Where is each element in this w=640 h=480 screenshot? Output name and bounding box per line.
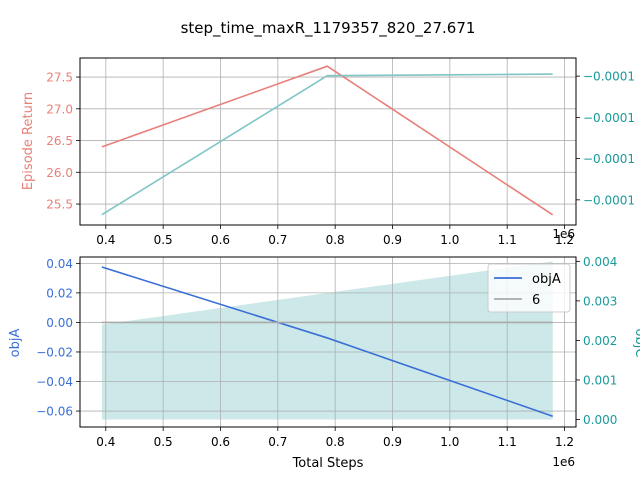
figure-title: step_time_maxR_1179357_820_27.671: [181, 19, 476, 38]
x-tick-label: 0.9: [383, 233, 402, 247]
x-tick-label: 0.4: [96, 233, 115, 247]
left-tick-label: 26.5: [46, 134, 73, 148]
bottom-series: [101, 266, 553, 417]
x-axis-label: Total Steps: [292, 456, 364, 471]
series-obja-line: [101, 266, 553, 417]
left-tick-label: 0.00: [46, 316, 73, 330]
right-tick-label: 0.002: [583, 334, 617, 348]
bottom-area: [101, 261, 553, 420]
left-tick-label: 26.0: [46, 166, 73, 180]
x-tick-label: 0.9: [383, 435, 402, 449]
right-tick-label: 0.000: [583, 413, 617, 427]
left-tick-label: −0.04: [36, 375, 73, 389]
left-tick-label: −0.06: [36, 405, 73, 419]
top-grid: [80, 58, 576, 225]
right-tick-label: −0.0001: [583, 111, 635, 125]
top-plot-frame: [79, 57, 577, 226]
bottom-left-axis-label: objA: [8, 329, 23, 358]
left-tick-label: 0.02: [46, 286, 73, 300]
right-tick-label: −0.0001: [583, 152, 635, 166]
right-tick-label: −0.0001: [583, 193, 635, 207]
x-tick-label: 0.8: [326, 233, 345, 247]
x-tick-label: 1.2: [555, 435, 574, 449]
right-tick-label: 0.004: [583, 255, 617, 269]
bottom-right-axis-label: objC: [632, 329, 640, 358]
legend-box: [487, 263, 571, 313]
bottom-left-ticks: 0.04 0.02 0.00 −0.02 −0.04 −0.06: [36, 257, 80, 419]
left-tick-label: 25.5: [46, 198, 73, 212]
x-tick-label: 1.0: [440, 233, 459, 247]
x-tick-label: 0.6: [211, 233, 230, 247]
legend: objA 6: [487, 263, 571, 313]
x-tick-label: 1.0: [440, 435, 459, 449]
x-tick-label: 0.7: [268, 233, 287, 247]
x-tick-label: 1.2: [555, 233, 574, 247]
legend-label-obja: objA: [532, 272, 561, 287]
bottom-x-offset-label: 1e6: [552, 455, 575, 469]
x-tick-label: 0.5: [154, 233, 173, 247]
right-tick-label: 0.001: [583, 373, 617, 387]
x-tick-label: 0.6: [211, 435, 230, 449]
x-tick-label: 0.7: [268, 435, 287, 449]
bottom-panel: 0.4 0.5 0.6 0.7 0.8 0.9 1.0 1.1 1.2 0.04 0.02 0.00…: [8, 255, 640, 471]
x-tick-label: 1.1: [498, 435, 517, 449]
top-left-axis-label: Episode Return: [21, 92, 36, 190]
x-tick-label: 0.5: [154, 435, 173, 449]
x-tick-label: 0.4: [96, 435, 115, 449]
right-tick-label: −0.0001: [583, 70, 635, 84]
left-tick-label: −0.02: [36, 345, 73, 359]
top-series: [101, 65, 554, 216]
top-x-offset-label: 1e6: [552, 227, 575, 241]
series-top-left-line: [101, 65, 554, 216]
top-panel: 0.4 0.5 0.6 0.7 0.8 0.9 1.0 1.1 1.2 25.5 26.0 26.5…: [21, 57, 635, 247]
top-right-ticks: −0.0001 −0.0001 −0.0001 −0.0001: [576, 70, 635, 207]
x-tick-label: 0.8: [326, 435, 345, 449]
left-tick-label: 27.0: [46, 102, 73, 116]
legend-label-6: 6: [532, 293, 540, 308]
top-x-ticks: 0.4 0.5 0.6 0.7 0.8 0.9 1.0 1.1 1.2: [96, 225, 574, 247]
series-top-right-line: [101, 73, 553, 216]
left-tick-label: 27.5: [46, 71, 73, 85]
bottom-x-ticks: 0.4 0.5 0.6 0.7 0.8 0.9 1.0 1.1 1.2: [96, 427, 574, 449]
objc-area: [101, 261, 553, 420]
bottom-plot-frame: [79, 256, 577, 428]
bottom-right-ticks: 0.000 0.001 0.002 0.003 0.004: [576, 255, 617, 427]
right-tick-label: 0.003: [583, 294, 617, 308]
left-tick-label: 0.04: [46, 257, 73, 271]
top-left-ticks: 25.5 26.0 26.5 27.0 27.5: [46, 71, 80, 212]
x-tick-label: 1.1: [498, 233, 517, 247]
